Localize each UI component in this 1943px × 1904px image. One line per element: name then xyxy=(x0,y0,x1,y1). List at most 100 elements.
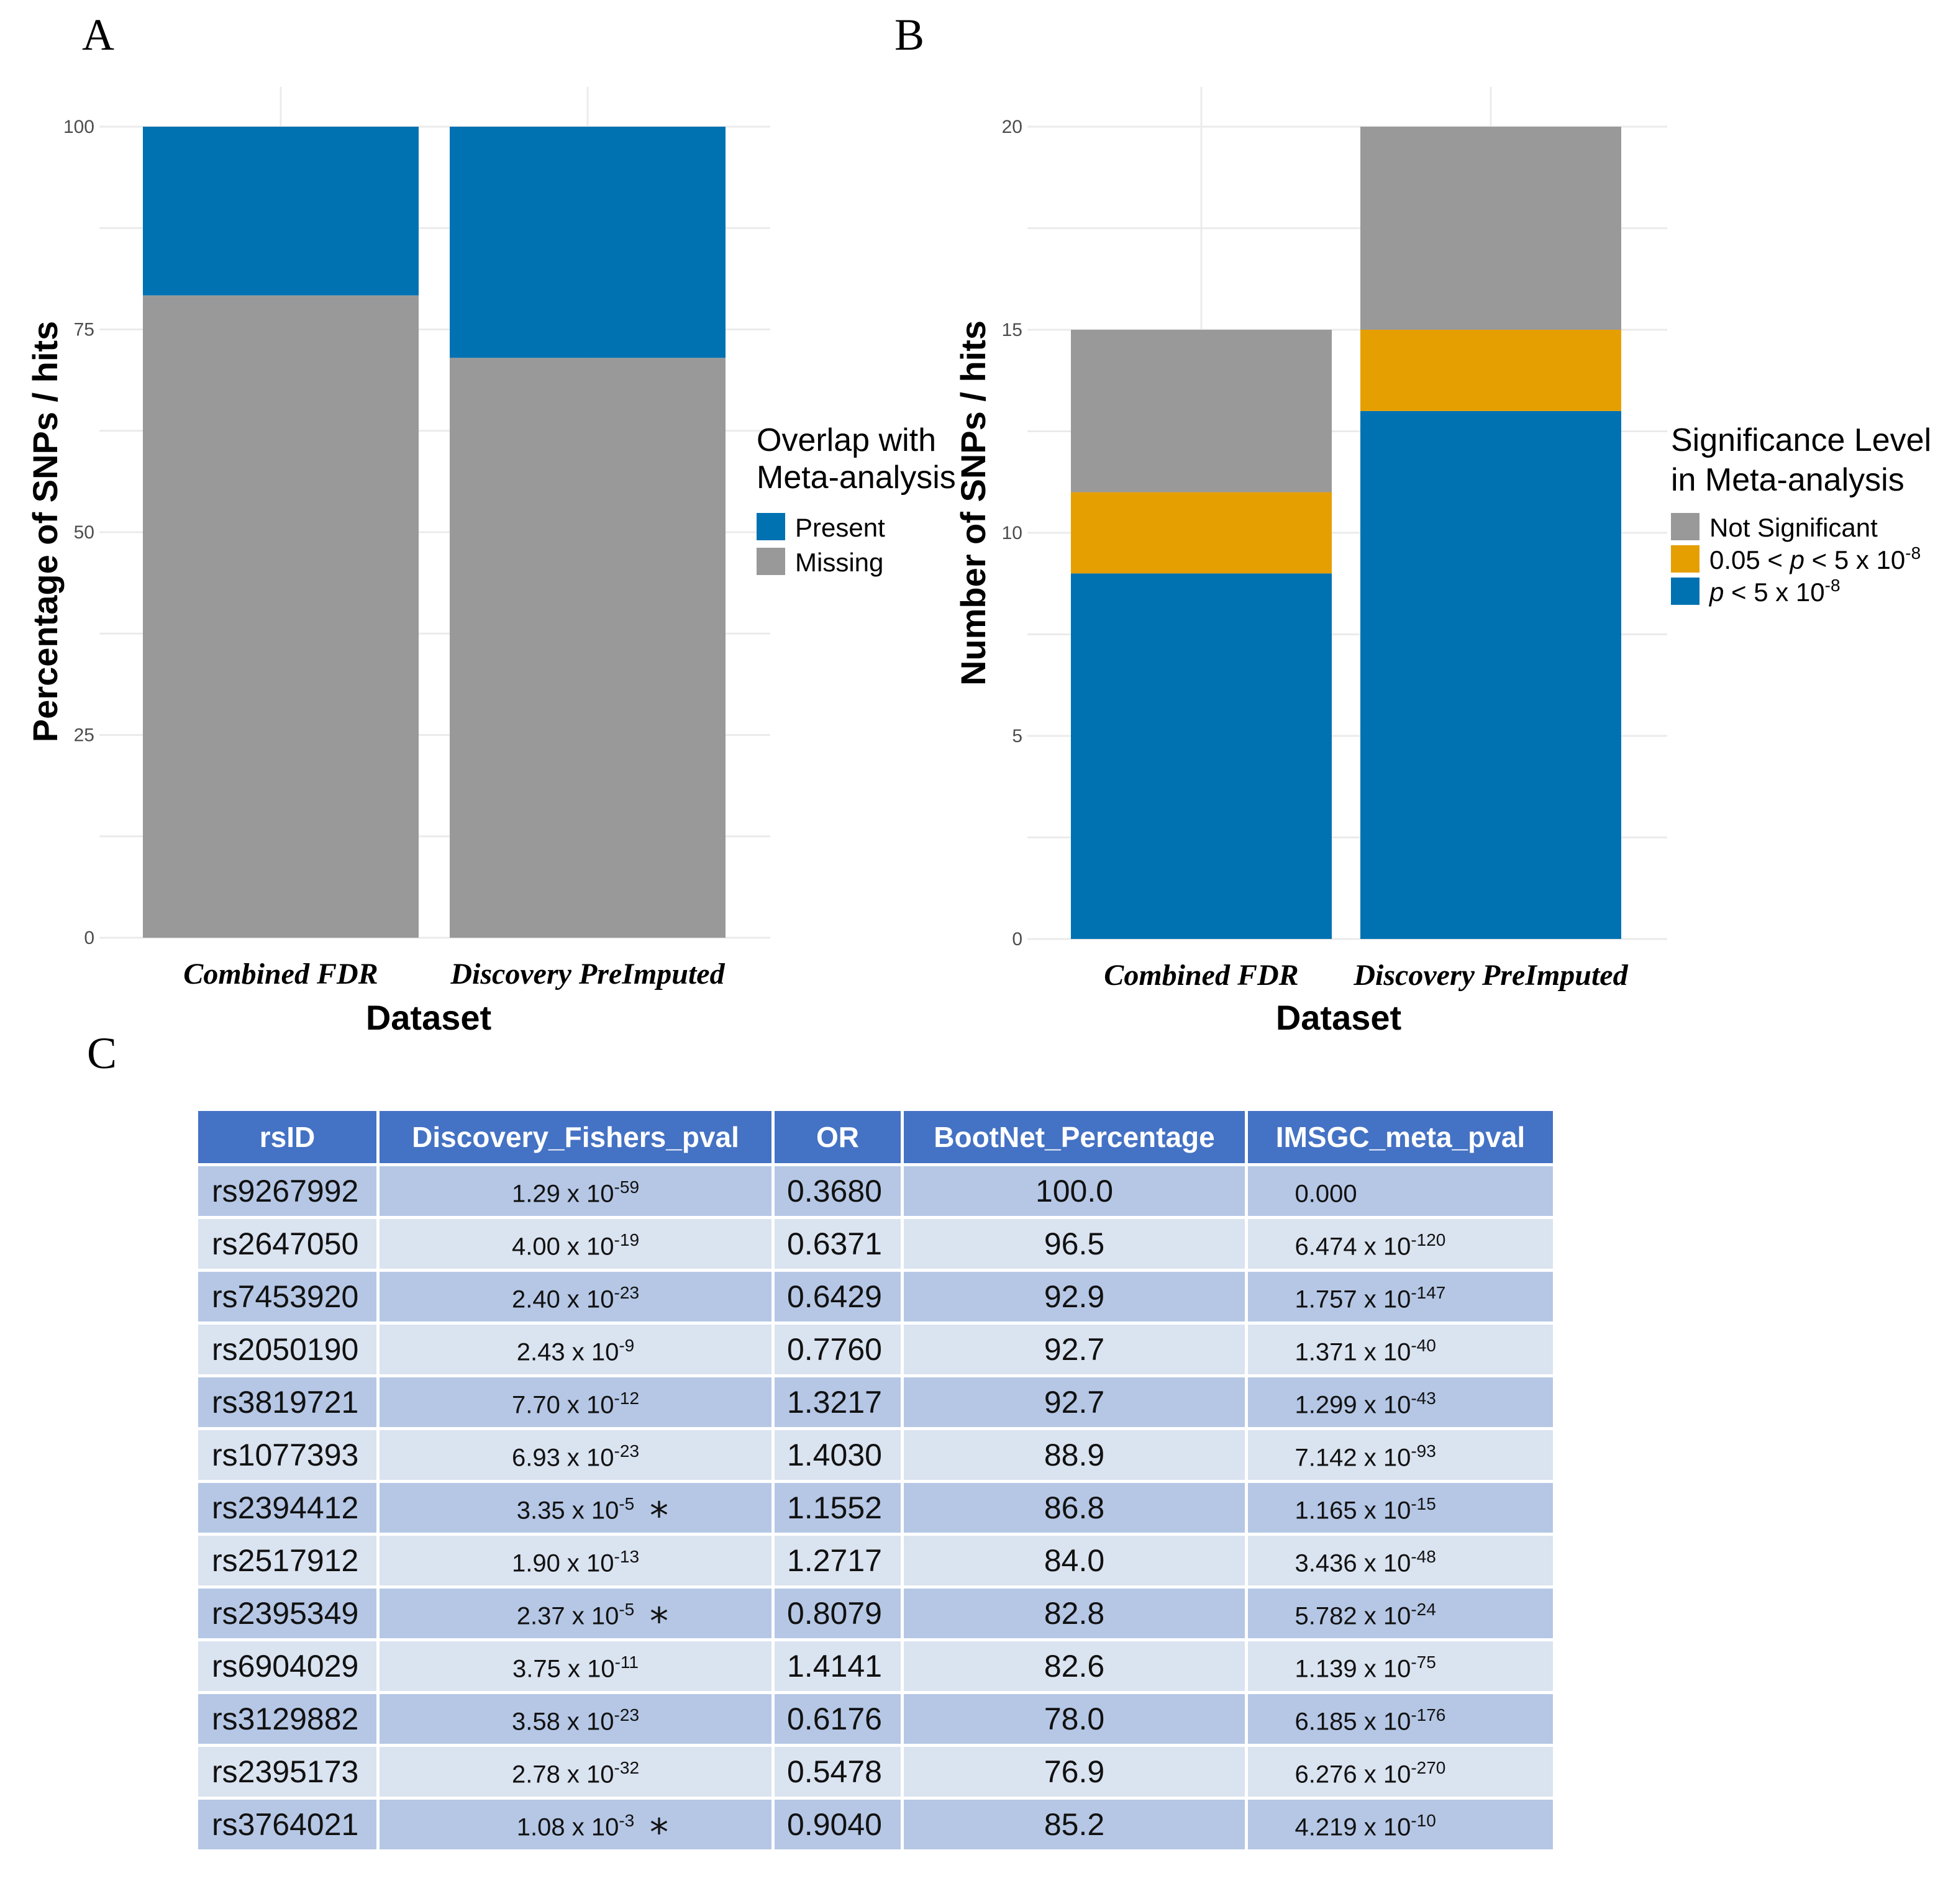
cell-rsid: rs3129882 xyxy=(195,1691,380,1747)
table-row: rs1077393 6.93 x 10-23 1.4030 88.9 7.142 x 1… xyxy=(195,1427,1556,1483)
discovery-pval-value: 3.58 x 10-23 xyxy=(483,1705,669,1736)
meta-pval-exponent: -15 xyxy=(1411,1494,1436,1513)
b-x-tick-label: Combined FDR xyxy=(1104,959,1298,992)
b-bar-segment xyxy=(1360,127,1621,330)
discovery-pval-exponent: -32 xyxy=(614,1757,640,1777)
discovery-pval-mantissa: 3.75 x 10 xyxy=(512,1655,615,1682)
meta-pval-mantissa: 0.000 xyxy=(1295,1180,1357,1207)
b-legend: Significance Level in Meta-analysis Not … xyxy=(1671,422,1931,607)
meta-pval-value: 1.371 x 10-40 xyxy=(1270,1336,1531,1366)
a-y-axis-title: Percentage of SNPs / hits xyxy=(25,321,65,742)
cell-rsid: rs2395173 xyxy=(195,1744,380,1800)
discovery-pval-mantissa: 6.93 x 10 xyxy=(511,1444,614,1471)
discovery-pval-mantissa: 3.35 x 10 xyxy=(516,1497,619,1524)
discovery-pval-value: 2.40 x 10-23 xyxy=(483,1283,669,1313)
table-row: rs9267992 1.29 x 10-59 0.3680 100.0 0.000 xyxy=(195,1163,1556,1219)
discovery-pval-value: 7.70 x 10-12 xyxy=(483,1389,669,1419)
a-legend-title-2: Meta-analysis xyxy=(757,460,956,496)
cell-meta-pval: 0.000 xyxy=(1245,1163,1556,1219)
cell-meta-pval: 6.185 x 10-176 xyxy=(1245,1691,1556,1747)
a-legend: Overlap with Meta-analysis Present Missi… xyxy=(757,422,956,577)
cell-rsid: rs2395349 xyxy=(195,1585,380,1641)
discovery-pval-exponent: -59 xyxy=(614,1177,640,1197)
snp-table: rsID Discovery_Fishers_pval OR BootNet_P… xyxy=(195,1108,1556,1854)
table-row: rs7453920 2.40 x 10-23 0.6429 92.9 1.757 x 1… xyxy=(195,1269,1556,1325)
a-legend-swatch-missing xyxy=(757,548,785,575)
cell-rsid: rs1077393 xyxy=(195,1427,380,1483)
panel-a-letter: A xyxy=(82,10,114,60)
cell-bootnet: 84.0 xyxy=(901,1533,1248,1589)
cell-meta-pval: 1.165 x 10-15 xyxy=(1245,1480,1556,1536)
discovery-pval-value: 2.37 x 10-5 xyxy=(483,1600,669,1630)
cell-discovery-pval: 3.75 x 10-11 xyxy=(376,1638,775,1694)
discovery-pval-exponent: -23 xyxy=(614,1705,640,1725)
b-x-ticks: Combined FDR Discovery PreImputed xyxy=(1104,959,1628,992)
header-or: OR xyxy=(771,1108,904,1166)
table-row: rs2395173 2.78 x 10-32 0.5478 76.9 6.276 x 1… xyxy=(195,1744,1556,1800)
cell-rsid: rs2517912 xyxy=(195,1533,380,1589)
cell-meta-pval: 3.436 x 10-48 xyxy=(1245,1533,1556,1589)
chart-a: A 0 25 50 75 100 Combined FDR Discovery PreIm… xyxy=(25,10,956,1037)
cell-meta-pval: 5.782 x 10-24 xyxy=(1245,1585,1556,1641)
meta-pval-exponent: -24 xyxy=(1411,1599,1436,1619)
discovery-pval-value: 4.00 x 10-19 xyxy=(483,1230,669,1261)
meta-pval-value: 5.782 x 10-24 xyxy=(1270,1600,1531,1630)
meta-pval-value: 0.000 xyxy=(1270,1177,1531,1208)
discovery-pval-exponent: -23 xyxy=(614,1441,640,1461)
discovery-pval-mantissa: 7.70 x 10 xyxy=(511,1391,614,1418)
meta-pval-exponent: -93 xyxy=(1411,1441,1436,1461)
cell-discovery-pval: 2.37 x 10-5 * xyxy=(376,1585,775,1643)
meta-pval-exponent: -270 xyxy=(1411,1757,1446,1777)
cell-or: 1.4030 xyxy=(771,1427,904,1483)
meta-pval-value: 1.757 x 10-147 xyxy=(1270,1283,1531,1313)
meta-pval-mantissa: 6.185 x 10 xyxy=(1295,1708,1411,1735)
a-y-tick-label: 0 xyxy=(84,928,94,948)
meta-pval-exponent: -48 xyxy=(1411,1546,1436,1566)
b-y-tick-label: 10 xyxy=(1002,523,1022,543)
b-bar-segment xyxy=(1071,573,1332,939)
cell-rsid: rs2647050 xyxy=(195,1216,380,1272)
meta-pval-mantissa: 1.139 x 10 xyxy=(1295,1655,1411,1682)
b-legend-mid-pre: 0.05 < xyxy=(1709,545,1790,574)
cell-discovery-pval: 6.93 x 10-23 xyxy=(376,1427,775,1483)
cell-rsid: rs2394412 xyxy=(195,1480,380,1536)
discovery-pval-exponent: -12 xyxy=(614,1388,640,1408)
cell-bootnet: 88.9 xyxy=(901,1427,1248,1483)
a-bars xyxy=(143,127,726,938)
a-legend-label-missing: Missing xyxy=(795,548,883,577)
cell-rsid: rs3819721 xyxy=(195,1374,380,1430)
discovery-pval-value: 1.29 x 10-59 xyxy=(483,1177,669,1208)
cell-bootnet: 92.9 xyxy=(901,1269,1248,1325)
cell-meta-pval: 1.139 x 10-75 xyxy=(1245,1638,1556,1694)
discovery-pval-value: 1.90 x 10-13 xyxy=(483,1547,669,1577)
b-legend-title-1: Significance Level xyxy=(1671,422,1931,458)
a-y-tick-label: 25 xyxy=(74,725,94,746)
cell-rsid: rs3764021 xyxy=(195,1797,380,1852)
discovery-pval-mantissa: 2.40 x 10 xyxy=(511,1285,614,1313)
panel-c-letter: C xyxy=(87,1028,117,1078)
cell-discovery-pval: 2.78 x 10-32 xyxy=(376,1744,775,1800)
meta-pval-exponent: -43 xyxy=(1411,1388,1436,1408)
meta-pval-mantissa: 4.219 x 10 xyxy=(1295,1813,1411,1841)
table-row: rs2050190 2.43 x 10-9 0.7760 92.7 1.371 x 10… xyxy=(195,1321,1556,1377)
table-row: rs2517912 1.90 x 10-13 1.2717 84.0 3.436 x 1… xyxy=(195,1533,1556,1589)
b-legend-swatch-suggestive xyxy=(1671,545,1700,573)
cell-or: 1.4141 xyxy=(771,1638,904,1694)
discovery-pval-mantissa: 4.00 x 10 xyxy=(511,1233,614,1260)
meta-pval-exponent: -147 xyxy=(1411,1282,1446,1302)
cell-bootnet: 82.8 xyxy=(901,1585,1248,1641)
meta-pval-mantissa: 7.142 x 10 xyxy=(1295,1444,1411,1471)
discovery-pval-value: 2.43 x 10-9 xyxy=(483,1336,669,1366)
cell-discovery-pval: 3.35 x 10-5 * xyxy=(376,1480,775,1538)
meta-pval-mantissa: 6.474 x 10 xyxy=(1295,1233,1411,1260)
cell-or: 1.2717 xyxy=(771,1533,904,1589)
cell-meta-pval: 7.142 x 10-93 xyxy=(1245,1427,1556,1483)
meta-pval-value: 1.139 x 10-75 xyxy=(1270,1652,1531,1683)
discovery-pval-value: 3.35 x 10-5 xyxy=(483,1494,669,1525)
b-y-tick-label: 5 xyxy=(1012,726,1022,746)
header-bootnet-percentage: BootNet_Percentage xyxy=(901,1108,1248,1166)
a-y-tick-label: 75 xyxy=(74,320,94,340)
b-legend-sig-p: p xyxy=(1708,578,1724,607)
b-x-axis-title: Dataset xyxy=(1276,998,1401,1037)
table-row: rs6904029 3.75 x 10-11 1.4141 82.6 1.139 x 1… xyxy=(195,1638,1556,1694)
